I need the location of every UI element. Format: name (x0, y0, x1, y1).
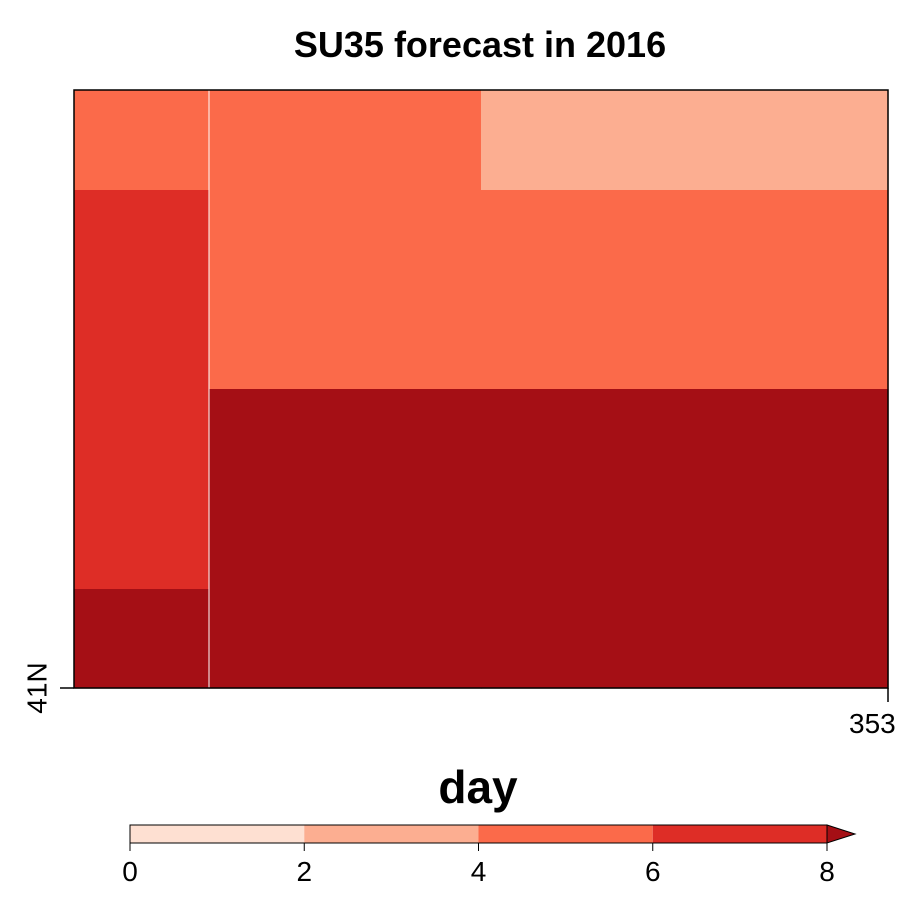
colorbar-label: day (438, 761, 518, 813)
map-cell (74, 190, 210, 290)
colorbar-bin (652, 825, 827, 843)
map-cell (481, 589, 889, 689)
colorbar-bin (478, 825, 653, 843)
map-cell (209, 389, 482, 490)
map-cell (209, 190, 482, 290)
map-cell (481, 389, 889, 490)
map-title: SU35 forecast in 2016 (293, 24, 667, 65)
map-cell (481, 489, 889, 590)
map-cell (74, 489, 210, 590)
colorbar-tick-label: 6 (644, 856, 661, 887)
map-frame (73, 89, 889, 689)
map-cells (74, 90, 889, 689)
map-cell (481, 289, 889, 390)
map-cell (209, 289, 482, 390)
map-cell (74, 289, 210, 390)
colorbar-tick-label: 0 (122, 856, 138, 887)
x-tick-label: 353 (849, 708, 896, 739)
colorbar-tick-label: 2 (296, 856, 313, 887)
map-cell (481, 90, 889, 191)
map-cell (209, 489, 482, 590)
colorbar-extend-arrow (826, 824, 857, 844)
map-cell (74, 90, 210, 191)
map-cell (74, 389, 210, 490)
map-cell (74, 589, 210, 689)
map-cell (209, 589, 482, 689)
map-cell (209, 90, 482, 191)
colorbar-bin (130, 825, 305, 843)
map-cell (481, 190, 889, 290)
colorbar-bin (304, 825, 479, 843)
colorbar-tick-label: 4 (470, 856, 487, 887)
colorbar-tick-label: 8 (819, 856, 835, 887)
